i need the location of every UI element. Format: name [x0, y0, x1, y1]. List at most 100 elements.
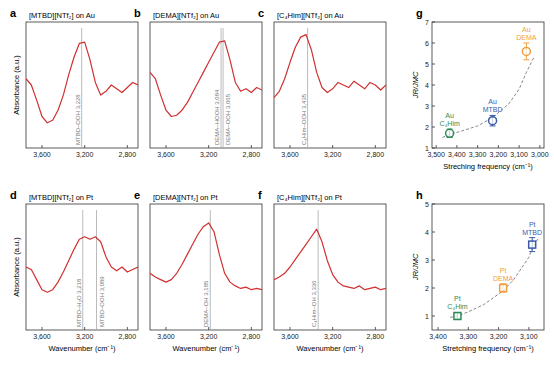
x-axis-label: Wavenumber (cm⁻¹) — [49, 344, 116, 353]
y-tick — [432, 43, 435, 44]
point — [454, 313, 461, 320]
x-tick — [251, 327, 252, 330]
x-tick — [84, 145, 85, 148]
x-tick — [498, 145, 499, 148]
point-label: Pt — [500, 267, 507, 274]
x-tick — [468, 327, 469, 330]
panel-title: [C₄Him][NTf₂] on Pt — [277, 193, 343, 202]
annotation-text: DEMA–OOH 3,065 — [225, 93, 231, 145]
point-label: Pt — [529, 221, 536, 228]
plot-area — [26, 28, 138, 148]
y-tick — [432, 148, 435, 149]
annotation-line — [307, 28, 308, 148]
panel-letter: g — [416, 7, 423, 19]
annotation-text: MTBD–OOH 3,089 — [99, 276, 105, 327]
y-tick — [432, 22, 435, 23]
x-tick-label: 3,200 — [200, 151, 218, 158]
x-axis-label: Wavenumber (cm⁻¹) — [173, 344, 240, 353]
annotation-line — [223, 28, 224, 148]
point — [529, 241, 536, 248]
frame — [274, 22, 386, 148]
y-tick — [432, 106, 435, 107]
annotation-text: C₄Him–OH 3,336 — [311, 280, 317, 327]
panel-letter: e — [134, 189, 140, 201]
annotation-line — [82, 210, 83, 330]
y-axis-label: JR/JMC — [411, 71, 420, 99]
plot-area — [150, 28, 262, 148]
x-tick — [290, 327, 291, 330]
x-tick-label: 3,500 — [427, 151, 445, 158]
y-tick-label: 4 — [425, 229, 429, 236]
annotation-line — [210, 210, 211, 330]
x-tick — [375, 145, 376, 148]
panel-title: [DEMA][NTf₂] on Pt — [153, 193, 219, 202]
y-tick — [432, 64, 435, 65]
spectrum-line — [274, 229, 386, 289]
point-label: Au — [445, 112, 454, 119]
panel-d: d[MTBD][NTf₂] on Pt3,6003,2002,800Wavenu… — [10, 189, 138, 353]
y-tick — [432, 127, 435, 128]
x-tick-label: 2,800 — [243, 333, 261, 340]
y-tick-label: 3 — [425, 103, 429, 110]
spectrum-line — [150, 223, 262, 290]
y-tick-label: 2 — [425, 124, 429, 131]
x-tick-label: 2,800 — [119, 151, 137, 158]
y-tick-label: 1 — [425, 313, 429, 320]
x-tick — [166, 327, 167, 330]
frame — [26, 204, 138, 330]
panel-letter: f — [258, 189, 262, 201]
frame — [432, 22, 544, 148]
y-tick-label: 1 — [425, 145, 429, 152]
spectrum-line — [26, 237, 138, 292]
panel-letter: h — [416, 189, 423, 201]
x-tick — [42, 327, 43, 330]
point-label: C₄Him — [447, 303, 468, 310]
x-tick — [42, 145, 43, 148]
frame — [432, 204, 544, 330]
x-tick-label: 3,600 — [157, 151, 175, 158]
panel-letter: d — [10, 189, 17, 201]
frame — [26, 22, 138, 148]
y-axis-label: JR/JMC — [411, 253, 420, 281]
figure: a[MTBD][NTf₂] on Au3,6003,2002,800Absorb… — [0, 0, 554, 368]
y-tick — [432, 316, 435, 317]
x-tick-label: 2,800 — [367, 151, 385, 158]
error-cap — [523, 59, 529, 60]
panel-b: b[DEMA][NTf₂] on Au3,6003,2002,800DEMA–H… — [134, 7, 262, 158]
x-tick — [332, 327, 333, 330]
point-label: C₄Him — [439, 120, 460, 127]
panel-g: g3,5003,4003,3003,2003,1003,0001234567St… — [411, 7, 549, 171]
x-tick — [290, 145, 291, 148]
y-tick — [432, 260, 435, 261]
annotation-line — [221, 28, 222, 148]
x-tick — [477, 145, 478, 148]
plot-area — [26, 210, 138, 330]
x-tick — [332, 145, 333, 148]
annotation-text: MTBD–H₂O 3,218 — [76, 278, 82, 327]
panel-title: [C₄Him][NTf₂] on Au — [277, 11, 343, 20]
error-cap — [490, 115, 496, 116]
y-tick — [432, 85, 435, 86]
x-tick-label: 2,800 — [119, 333, 137, 340]
x-tick-label: 3,600 — [281, 151, 299, 158]
panel-e: e[DEMA][NTf₂] on Pt3,6003,2002,800Wavenu… — [134, 189, 262, 353]
x-tick-label: 3,200 — [76, 333, 94, 340]
frame — [150, 204, 262, 330]
panel-letter: c — [258, 7, 264, 19]
annotation-text: C₄Him–OOH 3,435 — [301, 93, 307, 145]
frame — [274, 204, 386, 330]
point-label: Au — [488, 98, 497, 105]
panel-title: [MTBD][NTf₂] on Au — [29, 11, 95, 20]
error-cap — [490, 125, 496, 126]
panel-c: c[C₄Him][NTf₂] on Au3,6003,2002,800C₄Him… — [258, 7, 386, 158]
annotation-line — [318, 210, 319, 330]
x-tick — [166, 145, 167, 148]
x-tick-label: 3,200 — [324, 333, 342, 340]
x-axis-label: Stretching frequency (cm⁻¹) — [442, 344, 534, 353]
point-label: DEMA — [516, 34, 537, 41]
panel-h: h3,4003,3003,2003,10012345Stretching fre… — [411, 189, 544, 353]
x-tick — [498, 327, 499, 330]
panel-letter: b — [134, 7, 141, 19]
x-axis-label: Wavenumber (cm⁻¹) — [297, 344, 364, 353]
x-tick-label: 3,600 — [281, 333, 299, 340]
